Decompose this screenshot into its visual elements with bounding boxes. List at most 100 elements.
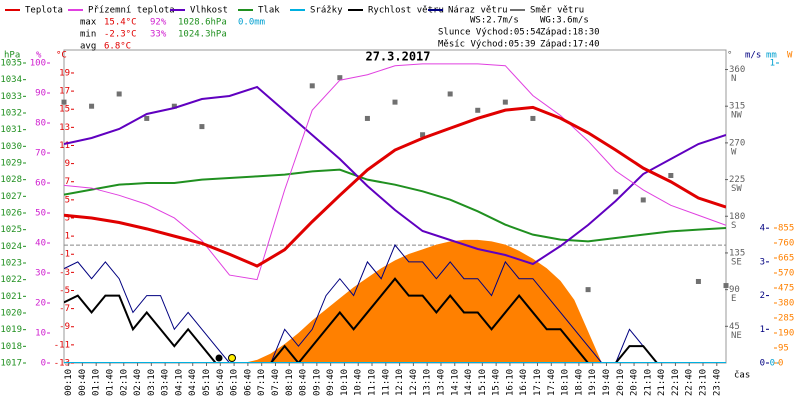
y-tick-label: 1018 (0, 342, 22, 352)
y-tick-label: 0 (770, 359, 775, 369)
y-tick-label: 475 (778, 284, 794, 294)
x-tick-label: 13:10 (423, 369, 433, 396)
y-tick-label: 4 (760, 224, 765, 234)
x-tick-label: 18:10 (561, 369, 571, 396)
x-tick-label: 00:40 (78, 369, 88, 396)
legend-label: Přízemní teplota (88, 6, 175, 16)
stat-label: max (80, 18, 97, 28)
y-tick-label: 1 (760, 325, 765, 335)
info-text: Západ:17:40 (540, 40, 600, 50)
y-tick-label: 135 (729, 248, 745, 258)
y-tick-label: 1034 (0, 75, 22, 85)
y-tick-label: 1023 (0, 259, 22, 269)
y-tick-label: 1025 (0, 225, 22, 235)
x-tick-label: 03:40 (161, 369, 171, 396)
direction-point (668, 173, 674, 178)
x-tick-label: 19:10 (588, 369, 598, 396)
x-tick-label: 10:10 (340, 369, 350, 396)
x-tick-label: 10:40 (354, 369, 364, 396)
x-tick-label: 17:10 (533, 369, 543, 396)
axis-unit: °C (56, 51, 67, 61)
y-tick-label: -9 (59, 322, 70, 332)
y-tick-label: 315 (729, 102, 745, 112)
y-tick-label: 1 (770, 59, 775, 69)
y-tick-label: 90 (729, 285, 740, 295)
y-tick-label: 20 (35, 299, 46, 309)
y-tick-label: 285 (778, 314, 794, 324)
y-tick-label: 360 (729, 65, 745, 75)
x-tick-label: 00:10 (64, 369, 74, 396)
series-line (64, 63, 726, 281)
x-tick-label: 16:10 (505, 369, 515, 396)
x-tick-label: 23:10 (699, 369, 709, 396)
y-tick-label: 90 (35, 89, 46, 99)
x-tick-label: 08:40 (299, 369, 309, 396)
compass-label: NE (731, 331, 742, 341)
direction-point (723, 283, 729, 289)
series-line (64, 244, 726, 363)
direction-point (199, 124, 205, 130)
x-tick-label: 07:40 (271, 369, 281, 396)
direction-point (309, 83, 315, 89)
x-tick-label: 16:40 (519, 369, 529, 396)
direction-point (420, 132, 426, 138)
direction-point (502, 99, 508, 105)
x-tick-label: 07:10 (257, 369, 267, 396)
x-axis-label: čas (734, 370, 750, 381)
x-tick-label: 12:40 (409, 369, 419, 396)
y-tick-label: -7 (59, 304, 70, 314)
x-tick-label: 21:40 (657, 369, 667, 396)
y-tick-label: 380 (778, 299, 794, 309)
y-tick-label: 1028 (0, 175, 22, 185)
info-text: Měsíc Východ:05:39 (438, 40, 536, 50)
y-tick-label: 3 (760, 257, 765, 267)
compass-label: W (731, 147, 737, 157)
x-tick-label: 23:40 (712, 369, 722, 396)
x-tick-label: 01:40 (105, 369, 115, 396)
x-tick-label: 01:10 (92, 369, 102, 396)
direction-point (640, 197, 646, 203)
stat-value: 6.8°C (104, 42, 131, 52)
axis-unit: ° (727, 51, 732, 61)
axis-unit: mm (766, 51, 777, 61)
x-tick-label: 17:40 (547, 369, 557, 396)
direction-point (613, 189, 619, 195)
compass-label: SW (731, 184, 742, 194)
compass-label: E (731, 294, 736, 304)
x-tick-label: 05:40 (216, 369, 226, 396)
direction-point (116, 91, 122, 97)
y-tick-label: 2 (760, 291, 765, 301)
direction-point (392, 99, 398, 105)
y-tick-label: 270 (729, 138, 745, 148)
y-tick-label: 1019 (0, 325, 22, 335)
sun-icon (228, 354, 236, 362)
y-tick-label: 9 (65, 159, 70, 169)
y-tick-label: 1 (65, 232, 70, 242)
y-tick-label: 60 (35, 179, 46, 189)
y-tick-label: 1027 (0, 192, 22, 202)
y-tick-label: 45 (729, 322, 740, 332)
direction-point (475, 107, 481, 113)
moon-icon (215, 354, 223, 362)
y-tick-label: 40 (35, 239, 46, 249)
legend-label: Teplota (25, 6, 63, 16)
y-tick-label: 100 (30, 59, 46, 69)
y-tick-label: 30 (35, 269, 46, 279)
compass-label: SE (731, 257, 742, 267)
x-tick-label: 11:10 (368, 369, 378, 396)
y-tick-label: 1024 (0, 242, 22, 252)
y-tick-label: 180 (729, 212, 745, 222)
y-tick-label: 1022 (0, 275, 22, 285)
legend-label: Rychlost větru (368, 6, 444, 16)
y-tick-label: -3 (59, 268, 70, 278)
direction-point (447, 91, 453, 97)
compass-label: NW (731, 111, 742, 121)
y-tick-label: -1 (59, 250, 70, 260)
y-tick-label: 570 (778, 269, 794, 279)
x-tick-label: 15:10 (478, 369, 488, 396)
x-tick-label: 21:10 (643, 369, 653, 396)
direction-point (171, 103, 177, 109)
x-tick-label: 04:10 (174, 369, 184, 396)
stat-value: 33% (150, 30, 167, 40)
